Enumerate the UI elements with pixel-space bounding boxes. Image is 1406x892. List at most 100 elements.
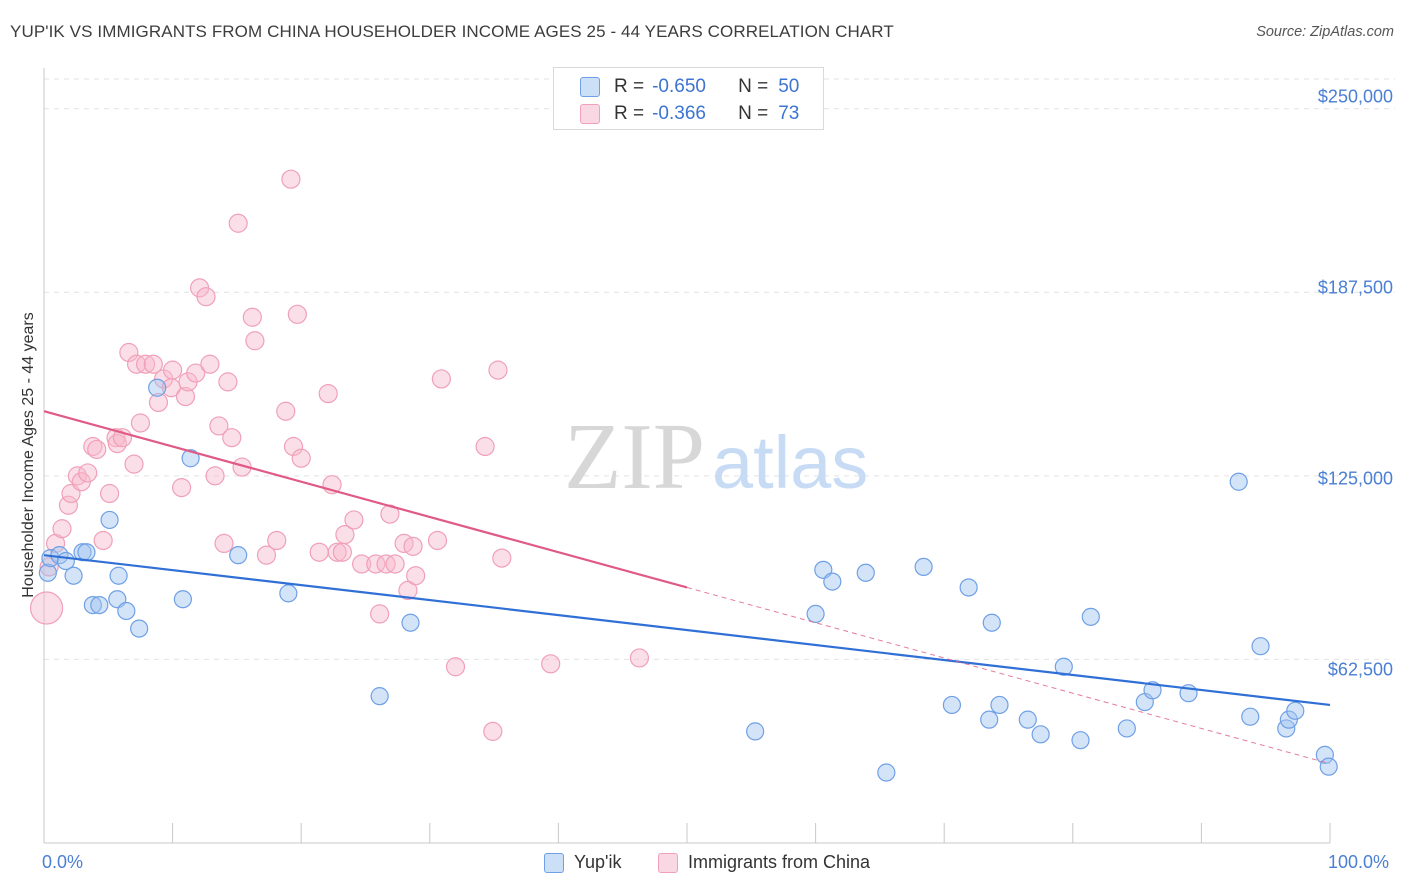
axes (43, 68, 1331, 844)
yupik-point (914, 557, 933, 577)
yupik-point (990, 695, 1009, 715)
china-point (214, 533, 234, 554)
y-tick-62500: $62,500 (1327, 659, 1393, 680)
yupik-point (856, 563, 875, 582)
yupik-point (982, 613, 1001, 632)
yupik-trend-line (43, 554, 1331, 707)
china-point (344, 510, 364, 530)
yupik-point (1018, 710, 1037, 729)
china-point (335, 524, 355, 545)
bottom-legend-swatch-pink (658, 852, 678, 873)
china-point (291, 448, 311, 468)
china-point (124, 454, 144, 474)
china-point (431, 369, 451, 389)
yupik-point (109, 566, 128, 585)
yupik-point (877, 763, 896, 782)
china-point (309, 542, 329, 562)
china-point (163, 360, 183, 380)
trend-lines (43, 410, 1331, 765)
yupik-point (370, 687, 389, 706)
x-tick-min: 0.0% (42, 852, 84, 872)
china-point (52, 519, 72, 539)
yupik-point (64, 566, 83, 585)
china-trend-line (43, 410, 688, 589)
china-point (209, 416, 229, 436)
china-point (135, 354, 156, 374)
china-point (332, 542, 352, 562)
china-point (276, 401, 296, 421)
china-point (475, 436, 495, 457)
yupik-point (1031, 725, 1050, 744)
china-point (29, 591, 64, 625)
yupik-point (77, 543, 96, 562)
china-point (385, 554, 405, 574)
legend-n-label: N = (738, 76, 769, 97)
china-point (218, 372, 238, 392)
china-point (222, 428, 242, 448)
yupik-point (401, 613, 420, 632)
china-point (427, 530, 448, 551)
yupik-point (1315, 745, 1334, 764)
china-point (492, 548, 512, 568)
china-point (287, 304, 307, 324)
bottom-legend-swatch-blue (544, 852, 564, 873)
china-point (242, 307, 262, 327)
yupik-point (1081, 607, 1100, 626)
china-trend-extension (686, 586, 1331, 765)
bottom-legend-china: Immigrants from China (658, 852, 870, 873)
china-point (186, 363, 206, 383)
china-point (172, 478, 192, 498)
legend-swatch-pink (580, 104, 600, 124)
yupik-point (980, 710, 999, 729)
yupik-point (959, 578, 978, 597)
yupik-point (173, 590, 192, 609)
china-point (205, 466, 225, 486)
yupik-point (823, 572, 842, 591)
china-point (406, 566, 426, 586)
china-point (370, 604, 390, 624)
yupik-point (806, 604, 825, 624)
china-point (283, 436, 304, 457)
china-point (200, 354, 220, 374)
china-point (196, 287, 216, 307)
china-point (119, 342, 139, 363)
china-point (483, 721, 503, 741)
yupik-point (130, 619, 149, 638)
source-label: Source: ZipAtlas.com (1256, 24, 1394, 40)
yupik-point (1054, 657, 1073, 676)
china-point (58, 495, 79, 515)
china-point (175, 386, 196, 407)
yupik-point (38, 563, 57, 582)
china-point (318, 384, 338, 404)
yupik-point (100, 510, 119, 530)
china-point (78, 463, 98, 483)
china-point (256, 545, 277, 565)
yupik-point (1286, 701, 1305, 720)
china-point (403, 536, 423, 556)
china-point (107, 433, 127, 454)
x-tick-max: 100.0% (1328, 852, 1390, 872)
bottom-legend-label: Immigrants from China (688, 852, 871, 872)
china-point (629, 648, 650, 668)
bottom-legend-label: Yup'ik (574, 852, 622, 872)
legend-r-label: R = (614, 76, 645, 97)
yupik-point (942, 695, 962, 715)
correlation-legend: R = -0.650 N = 50 R = -0.366 N = 73 (553, 67, 824, 130)
yupik-point (229, 546, 248, 565)
china-point (488, 360, 508, 380)
yupik-point (181, 449, 200, 468)
series-immigrants-from-china (29, 169, 650, 741)
yupik-point (746, 722, 765, 741)
y-tick-125000: $125,000 (1317, 468, 1393, 489)
y-tick-250000: $250,000 (1317, 86, 1393, 107)
legend-row-china: R = -0.366 N = 73 (554, 101, 799, 127)
series-yupik (38, 378, 1338, 782)
china-point (228, 213, 248, 233)
yupik-point (1229, 472, 1248, 491)
china-point (445, 657, 466, 677)
china-point (87, 439, 107, 460)
yupik-point (279, 584, 298, 603)
china-point (366, 554, 386, 574)
legend-r-label: R = (614, 103, 645, 124)
